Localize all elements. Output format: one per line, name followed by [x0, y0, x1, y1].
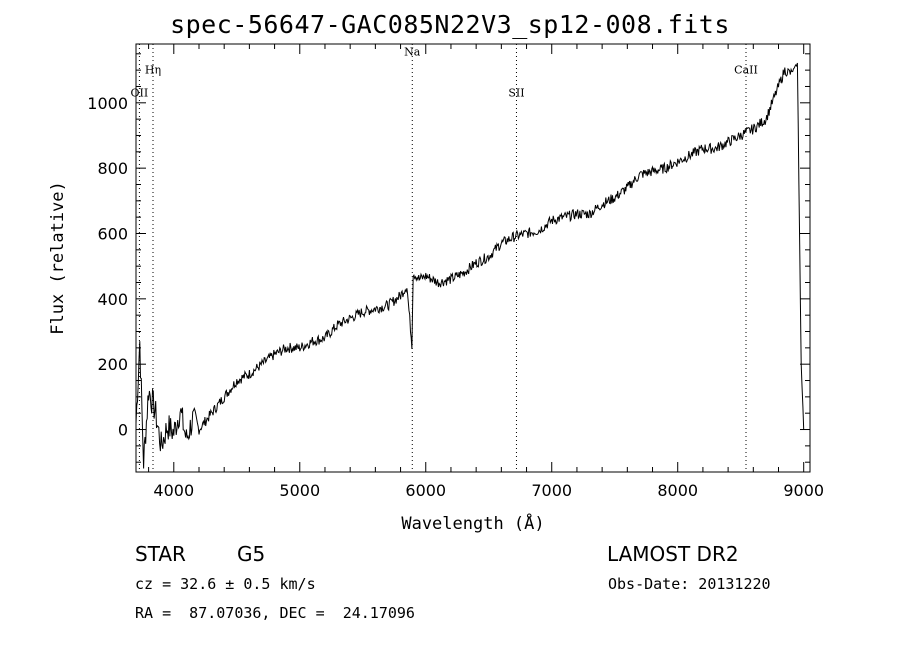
x-tick-label: 6000	[405, 481, 446, 500]
line-label-caii: CaII	[734, 63, 758, 76]
coordinates-text: RA = 87.07036, DEC = 24.17096	[135, 604, 415, 622]
spectrum-series	[135, 62, 805, 469]
y-tick-label: 600	[97, 224, 128, 243]
class-label: STAR	[135, 542, 186, 566]
x-axis-label: Wavelength (Å)	[401, 512, 544, 534]
subclass-label: G5	[237, 542, 266, 566]
line-label-na: Na	[404, 45, 421, 58]
survey-label: LAMOST DR2	[607, 542, 739, 566]
y-tick-label: 200	[97, 355, 128, 374]
chart-title: spec-56647-GAC085N22V3_sp12-008.fits	[170, 10, 730, 39]
y-tick-label: 400	[97, 290, 128, 309]
x-tick-label: 5000	[279, 481, 320, 500]
obs-date-text: Obs-Date: 20131220	[608, 575, 771, 593]
line-label-sii: SII	[508, 86, 524, 99]
line-label-oii: OII	[131, 86, 149, 99]
x-tick-label: 8000	[657, 481, 698, 500]
x-tick-label: 7000	[531, 481, 572, 500]
x-tick-label: 9000	[783, 481, 824, 500]
plot-frame	[135, 43, 811, 473]
y-tick-label: 1000	[87, 94, 128, 113]
line-label-hη: Hη	[145, 63, 161, 76]
y-tick-label: 0	[118, 421, 128, 440]
x-tick-label: 4000	[153, 481, 194, 500]
y-tick-label: 800	[97, 159, 128, 178]
emission-line-markers: OII Hη Na SII CaII	[131, 44, 758, 472]
axis-ticks: 4000 5000 6000 7000 8000 9000 0 200 400 600 800 100…	[87, 44, 824, 500]
redshift-text: cz = 32.6 ± 0.5 km/s	[135, 575, 316, 593]
y-axis-label: Flux (relative)	[48, 181, 68, 335]
